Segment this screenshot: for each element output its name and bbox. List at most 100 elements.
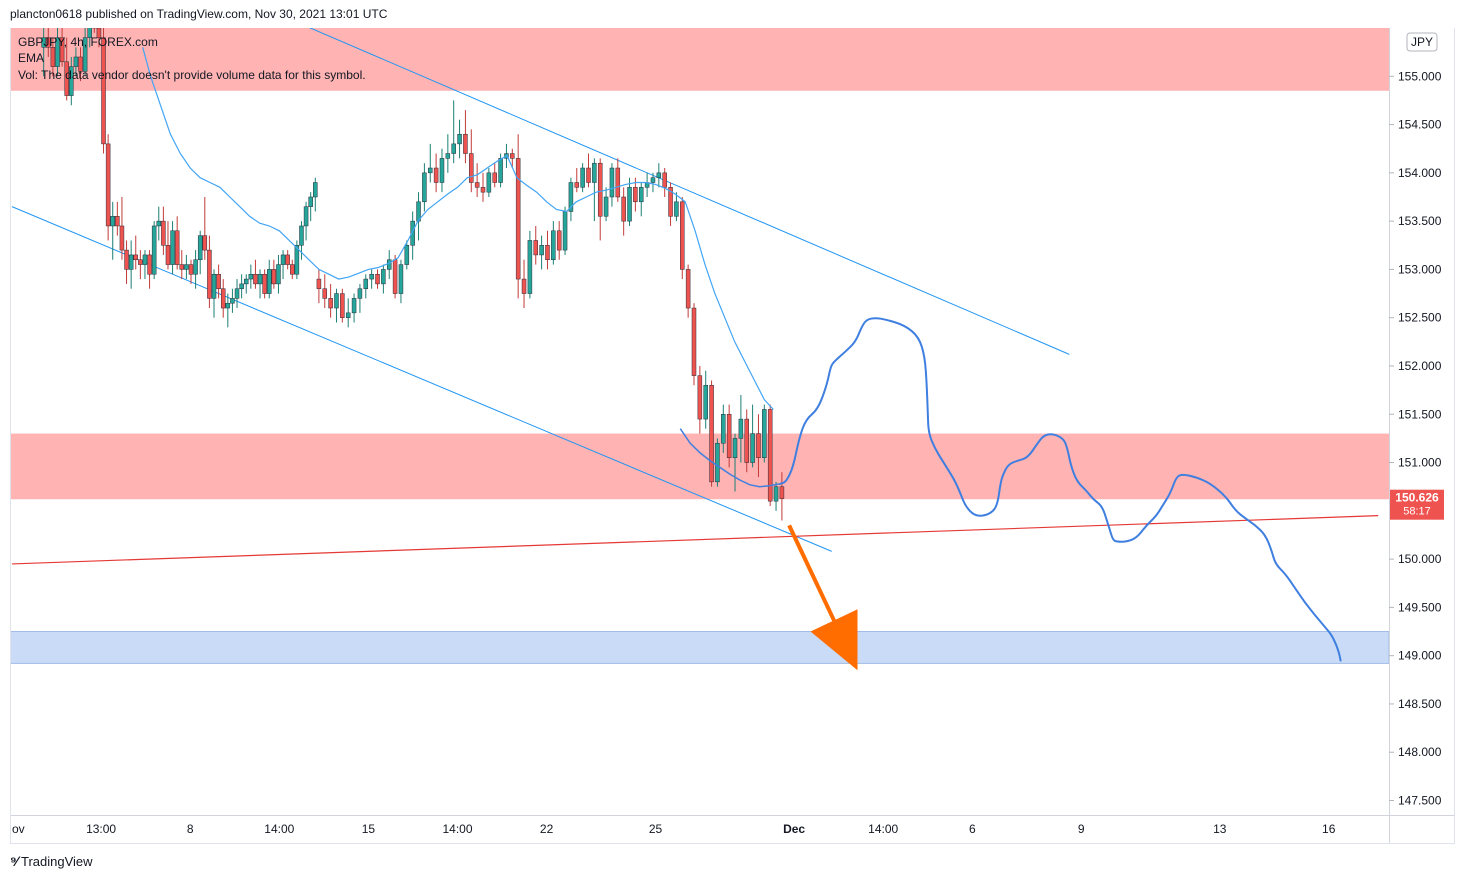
candle bbox=[691, 303, 697, 386]
candle bbox=[340, 288, 345, 323]
candle-body bbox=[351, 298, 357, 314]
candle bbox=[615, 158, 621, 202]
candle bbox=[451, 100, 456, 164]
candle bbox=[313, 177, 318, 212]
candle-body bbox=[433, 167, 439, 183]
time-tick-label: 9 bbox=[1078, 822, 1085, 836]
candle-body bbox=[656, 172, 662, 178]
candle bbox=[128, 240, 134, 289]
candle bbox=[147, 250, 152, 289]
currency-badge-label: JPY bbox=[1411, 35, 1433, 49]
candle bbox=[515, 134, 521, 299]
candle-body bbox=[363, 278, 369, 289]
time-tick-label: 16 bbox=[1322, 822, 1336, 836]
candle bbox=[234, 279, 240, 309]
candle-body bbox=[603, 196, 609, 217]
candle-body bbox=[709, 385, 714, 483]
candle-body bbox=[515, 158, 521, 280]
candle bbox=[170, 221, 175, 275]
candle-body bbox=[271, 269, 277, 285]
candle-body bbox=[101, 37, 106, 145]
candle-body bbox=[308, 196, 313, 207]
candle-body bbox=[463, 133, 468, 154]
candle bbox=[592, 158, 597, 222]
candle-body bbox=[73, 56, 79, 67]
candle-body bbox=[404, 245, 410, 265]
candle bbox=[416, 192, 421, 241]
time-axis[interactable]: ov 13:00 8 14:00 15 14:00 22 25 Dec 14:00 6 9 13 16 bbox=[12, 822, 1336, 836]
candle bbox=[568, 177, 574, 222]
candle-body bbox=[170, 230, 175, 265]
candle-body bbox=[721, 414, 726, 444]
candle bbox=[527, 230, 533, 299]
candle-body bbox=[609, 167, 615, 198]
candle-body bbox=[142, 254, 148, 265]
candle bbox=[207, 235, 212, 309]
candle-body bbox=[92, 28, 97, 29]
candle-body bbox=[762, 409, 767, 458]
candle bbox=[225, 293, 231, 328]
candle bbox=[216, 264, 221, 299]
candle-body bbox=[128, 254, 134, 270]
price-tick-label: 150.000 bbox=[1398, 552, 1442, 566]
candle-body bbox=[744, 418, 749, 463]
candle bbox=[469, 129, 474, 193]
candle bbox=[357, 283, 363, 313]
last-price-value: 150.626 bbox=[1395, 491, 1439, 505]
candle-body bbox=[50, 47, 56, 67]
candle bbox=[105, 134, 111, 241]
price-axis[interactable]: 155.000 154.500 154.000 153.500 153.000 152.5… bbox=[1389, 69, 1442, 808]
candle bbox=[142, 250, 148, 280]
time-tick-label: 8 bbox=[187, 822, 194, 836]
candle-body bbox=[59, 37, 65, 63]
candle bbox=[73, 47, 79, 77]
legend-volume[interactable]: Vol: The data vendor doesn't provide vol… bbox=[18, 68, 366, 82]
legend-ema[interactable]: EMA bbox=[18, 51, 44, 65]
candle bbox=[285, 250, 290, 270]
candle bbox=[545, 230, 550, 270]
candle-body bbox=[151, 225, 157, 275]
candle bbox=[779, 472, 785, 521]
candle-body bbox=[445, 153, 451, 159]
candle-body bbox=[220, 288, 226, 309]
candle-body bbox=[615, 167, 621, 198]
candle-body bbox=[96, 28, 102, 38]
currency-badge-box bbox=[1406, 32, 1438, 52]
candle-body bbox=[161, 220, 166, 246]
candle-body bbox=[165, 245, 171, 265]
candle bbox=[638, 182, 644, 217]
candle-body bbox=[469, 153, 474, 183]
candle bbox=[308, 192, 313, 222]
price-tick-label: 149.500 bbox=[1398, 600, 1442, 614]
footer-brand[interactable]: ⁹⁄ TradingView bbox=[10, 851, 93, 871]
candle-body bbox=[498, 158, 503, 183]
candle bbox=[750, 404, 755, 468]
candle bbox=[492, 163, 497, 188]
currency-badge[interactable]: JPY bbox=[1406, 32, 1438, 52]
candle bbox=[220, 279, 226, 318]
candle-body bbox=[41, 37, 46, 48]
candle bbox=[463, 110, 468, 164]
candle-body bbox=[545, 245, 550, 261]
candle-body bbox=[78, 56, 83, 72]
candle-body bbox=[457, 133, 462, 145]
candle bbox=[721, 404, 726, 453]
candle-body bbox=[480, 187, 486, 193]
candle bbox=[64, 37, 69, 101]
candle bbox=[580, 163, 585, 193]
target-arrow bbox=[787, 524, 858, 671]
legend-symbol[interactable]: GBPJPY, 4h, FOREX.com bbox=[18, 35, 158, 49]
candle bbox=[119, 196, 125, 260]
candle-body bbox=[280, 254, 286, 265]
price-tick-label: 153.000 bbox=[1398, 262, 1442, 276]
ema-line bbox=[142, 47, 774, 410]
zone-layer bbox=[10, 28, 1389, 664]
candle bbox=[87, 28, 92, 48]
candle bbox=[650, 172, 656, 193]
candle-body bbox=[486, 172, 492, 193]
legend[interactable]: GBPJPY, 4h, FOREX.com EMA Vol: The data … bbox=[18, 35, 366, 82]
candle bbox=[627, 177, 632, 226]
candle bbox=[267, 259, 272, 299]
candle bbox=[334, 288, 339, 323]
